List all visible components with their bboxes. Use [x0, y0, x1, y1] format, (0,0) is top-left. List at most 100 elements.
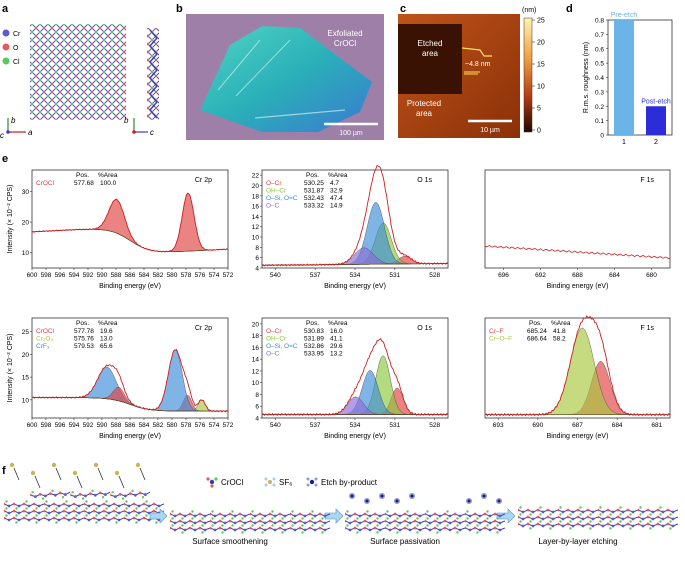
crocl-layer [210, 517, 250, 527]
x-tick-label: 588 [111, 272, 122, 279]
table-header-area: %Area [98, 320, 118, 327]
table-position: 531.87 [304, 188, 324, 195]
table-component-name: CrOCl [36, 328, 55, 335]
crocl-layer [638, 513, 678, 523]
xps-o-bottom: 540 537 534 531 528 Binding energy (eV) 4 6 8 10 1… [252, 317, 449, 440]
table-area: 16.0 [330, 328, 343, 335]
table-position: 530.83 [304, 328, 324, 335]
sf6-molecule [135, 462, 141, 468]
x-tick-label: 537 [310, 422, 321, 429]
crocl-layer [44, 507, 84, 517]
crocl-layer [84, 500, 124, 510]
x-tick-label: 528 [429, 272, 440, 279]
crocl-layer [385, 510, 425, 520]
crocl-layer [598, 506, 638, 516]
table-component-name: OH–Cr [266, 188, 287, 195]
table-component-name: OH–Cr [266, 336, 287, 343]
legend-dot-o [2, 43, 10, 51]
byproduct-legend-icon [306, 477, 318, 487]
x-tick-label: 576 [195, 422, 206, 429]
table-area: 58.2 [553, 336, 566, 343]
scale-label-c: 10 µm [480, 127, 500, 134]
crocl-layer [385, 524, 425, 534]
axis-a-label: a [28, 128, 33, 137]
crocl-layer [250, 510, 290, 520]
table-area: 19.6 [100, 328, 113, 335]
sf6-arrow [118, 475, 125, 489]
y-tick-label: 14 [252, 214, 260, 221]
crocl-layer [250, 524, 290, 534]
x-tick-label: 574 [209, 422, 220, 429]
xps-o-top: 540 537 534 531 528 Binding energy (eV) 4 6 8 10 1… [252, 164, 449, 290]
x-tick-label: 582 [153, 422, 164, 429]
xps-f-bottom: 693 690 687 684 681 Binding energy (eV) F 1s Po… [484, 315, 671, 440]
crocl-layer [385, 517, 425, 527]
crocl-layer [84, 514, 124, 524]
x-tick-label: 540 [270, 272, 281, 279]
x-tick-label: 584 [139, 272, 150, 279]
crocl-layer [558, 506, 598, 516]
schematic-legend: CrOCl SF₆ Etch by-product [206, 477, 378, 488]
crocl-layer [290, 510, 330, 520]
panel-label-e: e [2, 153, 8, 165]
panel-c: c Etched area ~4.8 nm Protected area 10 … [398, 3, 545, 138]
sf6-arrow [34, 475, 41, 489]
crocl-flake [200, 26, 372, 132]
table-component-name: CrF₃ [36, 343, 50, 350]
x-tick-label: 592 [83, 422, 94, 429]
panel-e: e 600 598 596 594 592 590 588 586 584 582 580 578 57… [2, 153, 671, 440]
table-component-name: Cr–O–F [489, 336, 512, 343]
panel-label-d: d [566, 3, 573, 15]
table-area: 41.8 [553, 328, 566, 335]
panel-label-b: b [176, 3, 183, 15]
crocl-layer [465, 524, 505, 534]
table-area: 41.1 [330, 336, 343, 343]
x-tick-label: 1 [622, 139, 626, 146]
panel-label-c: c [400, 3, 406, 15]
x-axis-label: Binding energy (eV) [99, 283, 161, 290]
x-tick-label: 684 [609, 272, 620, 279]
x-tick-label: 598 [41, 422, 52, 429]
sf6-molecule [72, 470, 78, 476]
y-tick-label: 30 [22, 189, 30, 196]
x-tick-label: 586 [125, 272, 136, 279]
x-axis-label: Binding energy (eV) [547, 433, 609, 440]
scale-label-b: 100 µm [339, 130, 363, 137]
x-tick-label: 534 [350, 422, 361, 429]
table-area: 65.6 [100, 343, 113, 350]
y-tick-label: 0.2 [595, 104, 604, 111]
colorbar-tick-label: 5 [537, 106, 541, 113]
panel-f: f CrOCl SF₆ Etch by-product Surface smoo… [2, 462, 678, 546]
table-area: 100.0 [100, 180, 117, 187]
sf6-arrow [55, 467, 62, 481]
caption-smoothening: Surface smoothening [192, 537, 268, 546]
table-header-pos: Pos. [529, 320, 542, 327]
bar-label: Post-etch [641, 98, 671, 105]
plot-frame [261, 169, 449, 269]
xps-cr-top: 600 598 596 594 592 590 588 586 584 582 580 578 576 5… [7, 169, 234, 290]
y-tick-label: 16 [252, 204, 260, 211]
colorbar [523, 17, 533, 133]
x-tick-label: 693 [493, 422, 504, 429]
x-tick-label: 531 [389, 422, 400, 429]
byproduct-core [410, 494, 414, 498]
process-arrow [496, 508, 516, 524]
x-axis-label: Binding energy (eV) [324, 283, 386, 290]
table-header-pos: Pos. [306, 172, 319, 179]
legend-dot-cr [2, 29, 10, 37]
x-tick-label: 580 [167, 272, 178, 279]
colorbar-tick-label: 15 [537, 62, 545, 69]
byproduct-core [467, 499, 471, 503]
table-header-pos: Pos. [306, 320, 319, 327]
plot-frame [31, 169, 229, 269]
table-header-pos: Pos. [76, 172, 89, 179]
etched-label: Etched [418, 39, 443, 48]
x-tick-label: 596 [55, 272, 66, 279]
table-component-name: Cr–F [489, 328, 503, 335]
crocl-layer [4, 500, 44, 510]
x-tick-label: 688 [572, 272, 583, 279]
x-tick-label: 572 [223, 272, 234, 279]
panel-label-a: a [2, 3, 9, 15]
spectrum-title: O 1s [417, 177, 432, 184]
legend-sf6: SF₆ [279, 478, 292, 487]
